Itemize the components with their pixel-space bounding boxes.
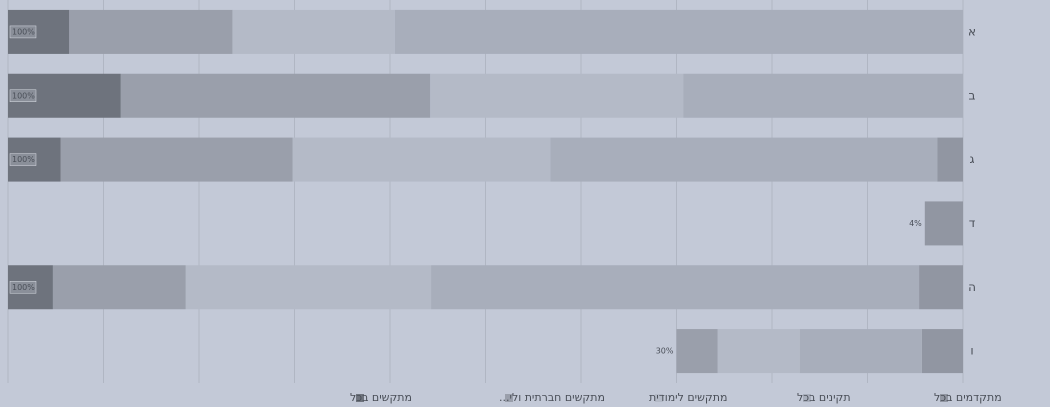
bar-segment	[683, 73, 963, 118]
total-label: 100%	[12, 155, 35, 164]
legend-swatch	[803, 394, 811, 402]
bar-segment	[120, 73, 431, 118]
category-label: ה	[968, 280, 976, 294]
legend-swatch	[940, 394, 948, 402]
bar-segment	[924, 201, 963, 246]
label-box	[9, 89, 37, 102]
bar-segment	[717, 329, 800, 374]
bar-segment	[185, 265, 432, 310]
legend-label: מתקשים חברתית ולי...	[499, 391, 605, 404]
legend-swatch	[356, 394, 364, 402]
total-label: 100%	[12, 283, 35, 292]
total-label: 4%	[909, 219, 922, 228]
label-box	[9, 25, 37, 39]
bar-segment	[60, 137, 293, 182]
bar-segment	[69, 9, 233, 54]
legend-label: תקינים בכל	[797, 391, 851, 404]
total-label: 30%	[656, 347, 674, 356]
legend-swatch	[505, 394, 513, 402]
category-label: ב	[969, 88, 976, 102]
bar-segment	[799, 329, 922, 374]
category-label: ג	[970, 152, 975, 166]
bar-segment	[394, 9, 963, 54]
category-label: ד	[969, 216, 976, 230]
bar-segment	[937, 137, 963, 182]
legend-label: מתקשים לימודית	[649, 391, 727, 404]
total-label: 100%	[12, 27, 35, 36]
label-box	[9, 153, 37, 166]
legend-label: מתקדמים בכל	[934, 391, 1002, 404]
bar-segment	[52, 265, 186, 310]
category-label: א	[968, 24, 976, 38]
bar-segment	[232, 9, 395, 54]
bar-segment	[921, 329, 963, 374]
legend-swatch	[655, 394, 663, 402]
bar-segment	[292, 137, 551, 182]
legend-label: מתקשים בכל	[350, 391, 412, 404]
label-box	[9, 281, 37, 294]
bar-segment	[430, 73, 684, 118]
bar-segment	[550, 137, 938, 182]
category-label: ו	[970, 344, 973, 358]
total-label: 100%	[12, 91, 35, 100]
bar-segment	[919, 265, 963, 310]
bar-segment	[431, 265, 920, 310]
bar-segment	[676, 329, 718, 374]
